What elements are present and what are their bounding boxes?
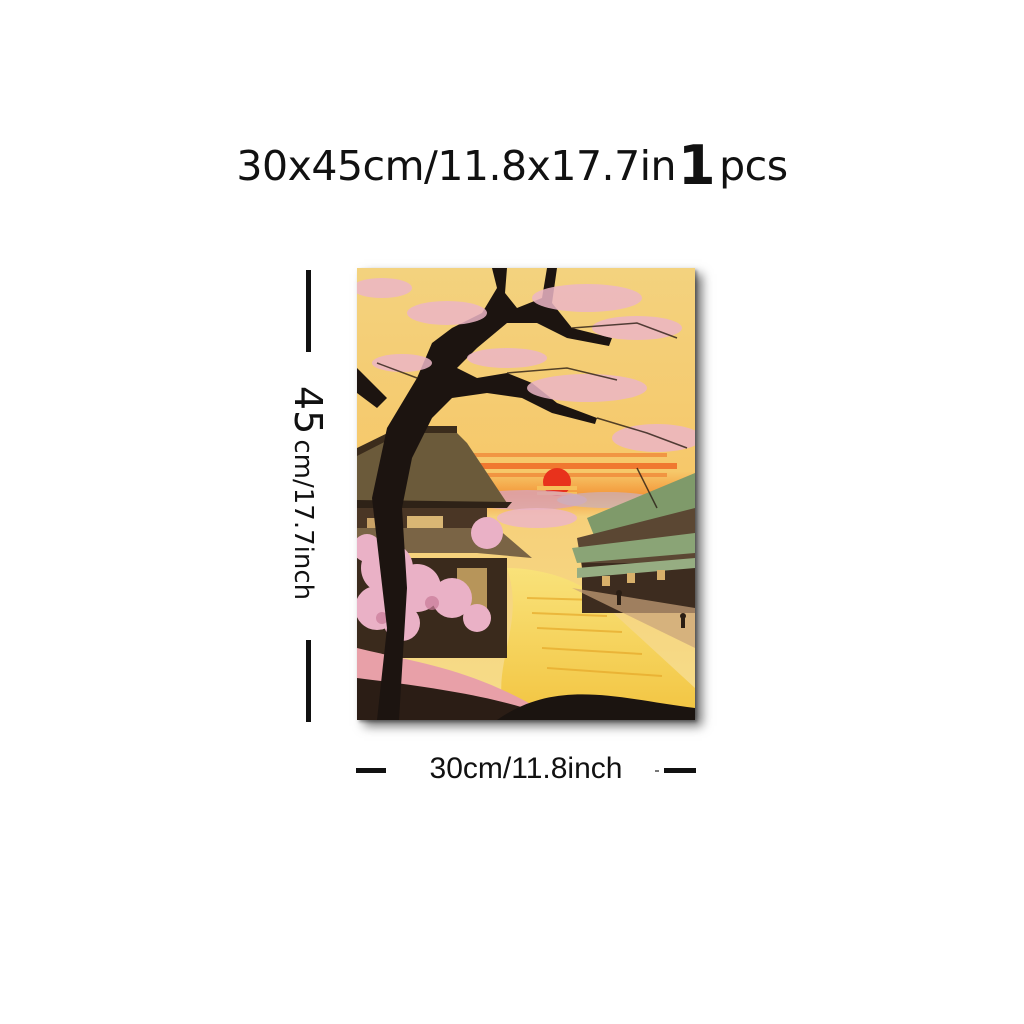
height-value: 45 bbox=[286, 385, 330, 435]
width-dimension-line-left bbox=[356, 768, 386, 773]
quantity-number: 1 bbox=[678, 134, 716, 197]
river bbox=[501, 568, 695, 720]
width-dimension-label: 30cm/11.8inch bbox=[429, 752, 623, 785]
height-dimension-line-top bbox=[306, 270, 311, 352]
height-unit: cm/17.7inch bbox=[288, 439, 318, 601]
canvas-artwork bbox=[357, 268, 695, 720]
height-dimension-line-bottom bbox=[306, 640, 311, 722]
tree-trunk bbox=[372, 268, 612, 720]
height-dimension-label: 45 cm/17.7inch bbox=[286, 386, 330, 600]
blossom-canopy bbox=[357, 278, 695, 528]
quantity-unit: pcs bbox=[719, 142, 788, 190]
size-dimensions: 30x45cm/11.8x17.7in bbox=[236, 142, 677, 190]
artwork-illustration bbox=[357, 268, 695, 720]
product-size-title: 30x45cm/11.8x17.7in1pcs bbox=[0, 138, 1024, 194]
width-dimension-line-right bbox=[664, 768, 696, 773]
width-dimension-tick bbox=[655, 770, 659, 772]
